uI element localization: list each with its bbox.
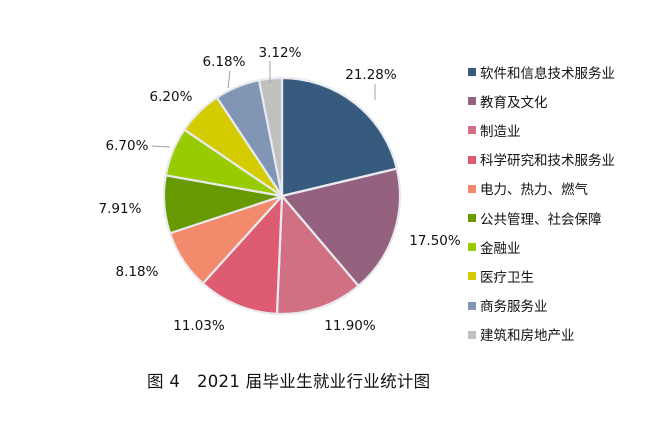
pie-slice [201,194,284,315]
leader-lines [151,61,376,148]
legend-swatch [468,184,476,193]
legend-label: 电力、热力、燃气 [480,182,588,199]
legend-label: 教育及文化 [480,94,548,111]
pie-slices [162,76,402,316]
slice-percent-label: 8.18% [116,264,159,280]
legend-item-education: 教育及文化 [468,86,615,115]
legend-label: 金融业 [480,240,521,257]
legend-swatch [468,68,476,77]
legend-item-manufacturing: 制造业 [468,115,615,144]
legend-swatch [468,243,476,252]
leader-line [227,70,231,89]
legend-swatch [468,126,476,135]
slice-percent-label: 11.90% [324,318,376,334]
slice-percent-label: 3.12% [259,45,302,61]
legend-label: 建筑和房地产业 [480,328,575,345]
pie-slice [280,167,402,287]
slice-percent-label: 6.70% [106,138,149,154]
legend: 软件和信息技术服务业 教育及文化 制造业 科学研究和技术服务业 电力、热力、燃气… [468,57,615,349]
legend-label: 医疗卫生 [480,269,534,286]
slice-percent-label: 17.50% [409,233,461,249]
legend-label: 软件和信息技术服务业 [480,65,615,82]
legend-label: 科学研究和技术服务业 [480,153,615,170]
legend-item-construction: 建筑和房地产业 [468,320,615,349]
legend-item-public-admin: 公共管理、社会保障 [468,203,615,232]
legend-item-utilities: 电力、热力、燃气 [468,174,615,203]
legend-swatch [468,155,476,164]
legend-label: 公共管理、社会保障 [480,211,602,228]
legend-item-healthcare: 医疗卫生 [468,261,615,290]
slice-percent-label: 7.91% [99,201,142,217]
slice-percent-label: 11.03% [173,318,225,334]
legend-item-finance: 金融业 [468,232,615,261]
legend-item-software: 软件和信息技术服务业 [468,57,615,86]
pie-slice [280,76,398,198]
legend-swatch [468,272,476,281]
legend-swatch [468,97,476,106]
pie-slice [275,194,360,316]
legend-label: 商务服务业 [480,299,548,316]
data-labels: 21.28% 17.50% 11.90% 11.03% 8.18% 7.91% 6.70% 6… [99,45,461,334]
slice-percent-label: 21.28% [345,67,397,83]
legend-item-research: 科学研究和技术服务业 [468,145,615,174]
legend-swatch [468,301,476,310]
legend-swatch [468,330,476,339]
leader-line [151,145,171,148]
legend-swatch [468,214,476,223]
legend-label: 制造业 [480,123,521,140]
figure-caption: 图 4 2021 届毕业生就业行业统计图 [147,372,431,391]
legend-item-business-services: 商务服务业 [468,291,615,320]
slice-percent-label: 6.18% [203,54,246,70]
slice-percent-label: 6.20% [150,89,193,105]
